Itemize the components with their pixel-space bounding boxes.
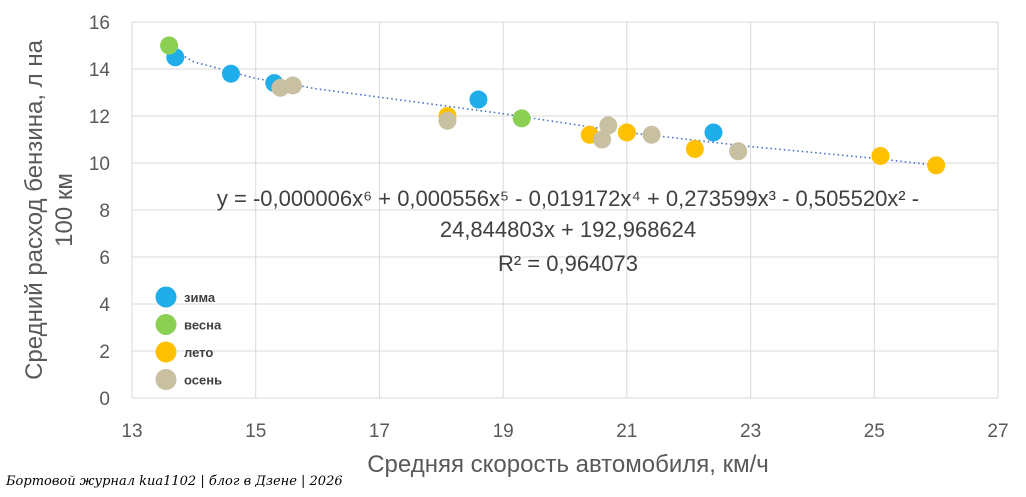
y-axis-label-line2: 100 км	[51, 173, 78, 247]
watermark: Бортовой журнал kиа1102 | блог в Дзене |…	[6, 474, 343, 489]
legend-label: весна	[184, 318, 222, 333]
legend-marker	[155, 369, 177, 390]
grid	[131, 21, 999, 399]
data-point	[617, 123, 636, 142]
data-point	[599, 116, 618, 135]
y-tick-label: 8	[99, 201, 110, 222]
x-axis-label: Средняя скорость автомобиля, км/ч	[367, 451, 769, 478]
x-axis-ticks: 13 15 17 19 21 23 25 27	[121, 421, 1008, 442]
y-tick-label: 2	[99, 342, 110, 363]
data-point	[871, 146, 890, 165]
legend-marker	[155, 286, 177, 308]
data-point	[729, 142, 748, 161]
x-tick-label: 25	[864, 421, 885, 442]
x-tick-label: 15	[245, 421, 266, 442]
data-point	[512, 109, 531, 128]
data-point	[221, 64, 240, 83]
y-tick-label: 16	[89, 13, 110, 34]
legend-label: осень	[184, 373, 222, 388]
legend-marker	[155, 314, 177, 335]
y-axis-label-line1: Средний расход бензина, л на	[21, 39, 48, 380]
legend-label: зима	[184, 290, 216, 305]
y-tick-label: 14	[89, 60, 111, 81]
data-point	[642, 125, 661, 144]
y-tick-label: 12	[89, 107, 110, 128]
r-squared-label: R² = 0,964073	[498, 251, 638, 276]
y-tick-label: 0	[99, 389, 110, 410]
data-point	[685, 139, 704, 158]
y-tick-label: 10	[89, 154, 110, 175]
data-point	[283, 76, 302, 95]
x-tick-label: 17	[369, 421, 390, 442]
trendline-equation-line1: y = -0,000006x⁶ + 0,000556x⁵ - 0,019172x…	[217, 186, 919, 211]
x-tick-label: 27	[987, 421, 1008, 442]
y-tick-label: 6	[99, 248, 110, 269]
y-axis-ticks: 0 2 4 6 8 10 12 14 16	[89, 13, 111, 410]
data-point	[927, 156, 946, 175]
trendline	[168, 47, 937, 167]
data-point	[438, 111, 457, 130]
trendline-equation-line2: 24,844803x + 192,968624	[440, 217, 696, 242]
data-point	[469, 90, 488, 109]
legend-marker	[155, 341, 177, 363]
legend-label: лето	[184, 345, 213, 360]
data-point	[593, 130, 612, 149]
data-point	[160, 36, 179, 55]
y-tick-label: 4	[99, 295, 110, 316]
x-tick-label: 13	[121, 421, 142, 442]
x-tick-label: 21	[616, 421, 637, 442]
legend: зима весна лето осень	[155, 286, 222, 390]
data-point	[704, 123, 723, 142]
x-tick-label: 19	[493, 421, 514, 442]
x-tick-label: 23	[740, 421, 761, 442]
data-points	[160, 36, 946, 175]
